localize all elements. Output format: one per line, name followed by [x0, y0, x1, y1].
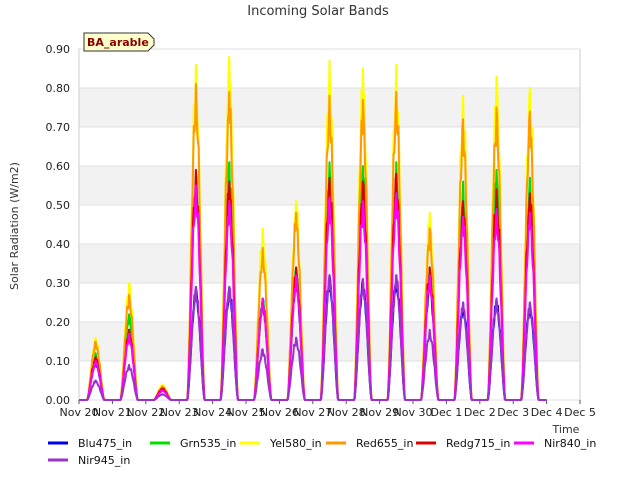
x-tick-label: Dec 1	[431, 406, 463, 419]
y-tick-label: 0.40	[46, 238, 71, 251]
y-tick-label: 0.10	[46, 355, 71, 368]
x-axis-title: Time	[552, 423, 580, 436]
y-tick-label: 0.00	[46, 394, 71, 407]
x-tick-label: Dec 2	[464, 406, 496, 419]
dataset-badge: BA_arable	[83, 32, 155, 52]
y-tick-label: 0.90	[46, 43, 71, 56]
y-tick-label: 0.70	[46, 121, 71, 134]
y-tick-label: 0.30	[46, 277, 71, 290]
x-tick-label: Dec 3	[497, 406, 529, 419]
y-axis-title: Solar Radiation (W/m2)	[8, 162, 21, 290]
y-tick-label: 0.20	[46, 316, 71, 329]
y-tick-label: 0.50	[46, 199, 71, 212]
x-tick-label: Nov 30	[394, 406, 433, 419]
x-tick-label: Nov 27	[293, 406, 332, 419]
x-tick-label: Nov 26	[260, 406, 299, 419]
x-tick-label: Nov 23	[160, 406, 199, 419]
grid-band	[79, 322, 580, 361]
x-tick-label: Dec 5	[564, 406, 596, 419]
legend-label: Nir945_in	[78, 454, 130, 467]
y-tick-label: 0.80	[46, 82, 71, 95]
x-tick-label: Nov 28	[327, 406, 366, 419]
x-tick-label: Nov 20	[60, 406, 99, 419]
chart-title: Incoming Solar Bands	[247, 4, 389, 19]
x-tick-label: Nov 22	[126, 406, 165, 419]
x-tick-label: Nov 25	[227, 406, 266, 419]
x-tick-label: Nov 24	[193, 406, 232, 419]
series-lines	[78, 55, 547, 401]
legend-label: Redg715_in	[446, 437, 510, 450]
series-line-nir945-in	[78, 274, 547, 401]
legend-label: Grn535_in	[180, 437, 236, 450]
y-tick-label: 0.60	[46, 160, 71, 173]
legend-label: Blu475_in	[78, 437, 132, 450]
legend: Blu475_in Grn535_in Yel580_in Red655_in Redg…	[48, 437, 596, 467]
badge-box	[83, 32, 155, 52]
x-tick-label: Nov 21	[93, 406, 132, 419]
badge-label: BA_arable	[87, 36, 149, 49]
x-tick-label: Dec 4	[531, 406, 563, 419]
legend-label: Yel580_in	[269, 437, 322, 450]
legend-label: Red655_in	[356, 437, 413, 450]
x-tick-label: Nov 29	[360, 406, 399, 419]
legend-label: Nir840_in	[544, 437, 596, 450]
